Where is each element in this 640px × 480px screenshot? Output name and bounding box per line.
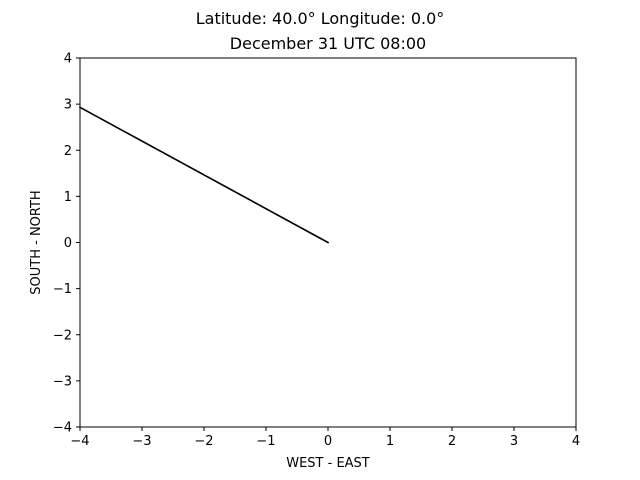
x-tick-label: −3 <box>132 434 151 449</box>
y-tick-label: 4 <box>64 52 72 67</box>
y-tick-label: 0 <box>64 236 72 251</box>
x-tick-label: 0 <box>324 434 332 449</box>
y-axis-label: SOUTH - NORTH <box>29 190 44 294</box>
chart-subtitle: December 31 UTC 08:00 <box>230 34 426 53</box>
chart-title: Latitude: 40.0° Longitude: 0.0° <box>196 9 445 28</box>
y-tick-label: −1 <box>53 282 72 297</box>
x-tick-label: −2 <box>194 434 213 449</box>
x-axis-ticks: −4 −3 −2 −1 0 1 2 3 4 <box>70 427 580 449</box>
x-tick-label: −1 <box>256 434 275 449</box>
series-line <box>78 106 330 244</box>
x-tick-label: −4 <box>70 434 89 449</box>
x-tick-label: 4 <box>572 434 580 449</box>
y-tick-label: 3 <box>64 98 72 113</box>
y-tick-label: 2 <box>64 144 72 159</box>
x-tick-label: 2 <box>448 434 456 449</box>
series-layer <box>78 106 330 244</box>
y-axis-ticks: −4 −3 −2 −1 0 1 2 3 4 <box>53 52 80 436</box>
x-tick-label: 3 <box>510 434 518 449</box>
y-tick-label: −4 <box>53 421 72 436</box>
y-tick-label: −2 <box>53 328 72 343</box>
x-axis-label: WEST - EAST <box>286 456 370 471</box>
y-tick-label: −3 <box>53 374 72 389</box>
y-tick-label: 1 <box>64 190 72 205</box>
x-tick-label: 1 <box>386 434 394 449</box>
